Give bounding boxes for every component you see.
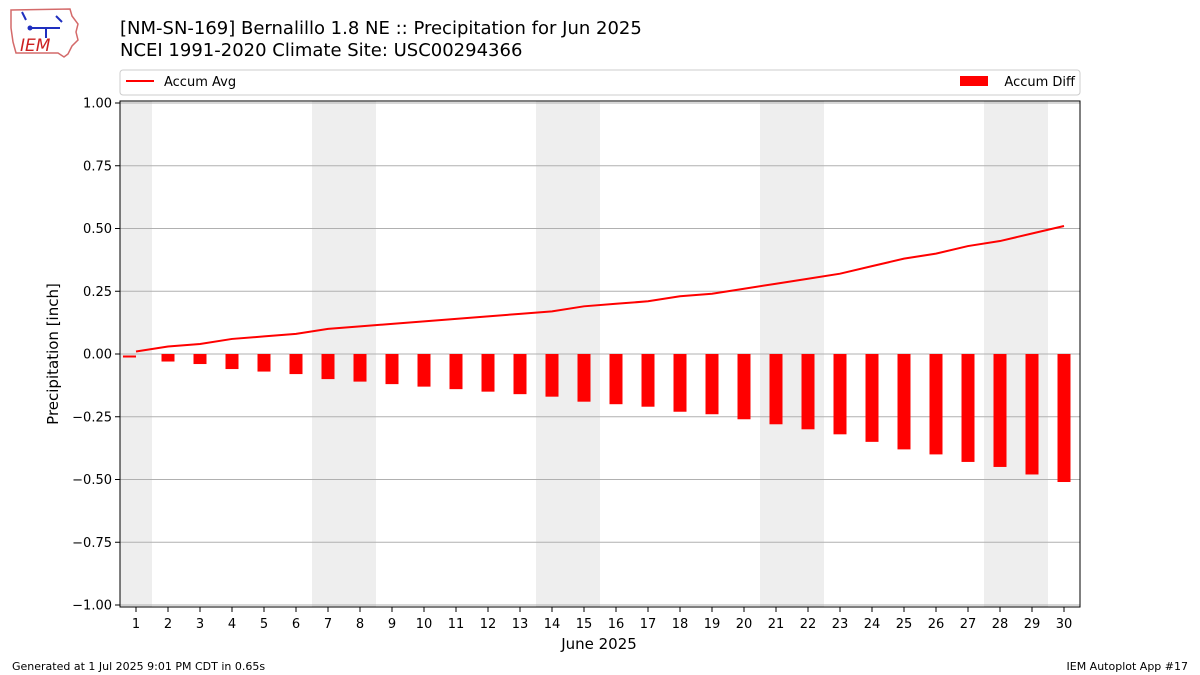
diff-bar [609, 354, 623, 405]
station-dot-icon [27, 25, 33, 31]
diff-bar [225, 354, 239, 370]
y-axis: 1.00 0.75 0.50 0.25 0.00 −0.25 −0.50 −0.75 −1.00 [72, 97, 120, 614]
diff-bar [865, 354, 879, 442]
x-tick-label: 2 [164, 617, 172, 632]
x-tick-label: 15 [576, 617, 593, 632]
x-tick-label: 13 [512, 617, 529, 632]
logo-text: IEM [20, 36, 51, 56]
grid-lines [120, 102, 1080, 606]
diff-bar [481, 354, 495, 392]
x-tick-label: 1 [132, 617, 140, 632]
x-tick-label: 6 [292, 617, 300, 632]
diff-bar [577, 354, 591, 402]
diff-bar [449, 354, 463, 390]
legend-box [119, 69, 1081, 96]
x-tick-label: 23 [832, 617, 849, 632]
x-tick-label: 11 [448, 617, 465, 632]
x-axis-label: June 2025 [560, 635, 637, 653]
legend-label-diff: Accum Diff [1004, 75, 1076, 90]
x-tick-label: 4 [228, 617, 236, 632]
x-tick-label: 12 [480, 617, 497, 632]
diff-bar [769, 354, 783, 425]
diff-bars [161, 354, 1071, 483]
diff-bar [737, 354, 751, 420]
diff-bar [929, 354, 943, 455]
diff-bar [513, 354, 527, 395]
x-tick-label: 16 [608, 617, 625, 632]
y-tick-label: 1.00 [83, 97, 112, 112]
x-tick-label: 7 [324, 617, 332, 632]
diff-bar [289, 354, 303, 375]
diff-bar [1025, 354, 1039, 475]
diff-bar [641, 354, 655, 407]
x-tick-label: 17 [640, 617, 657, 632]
accum-avg-line [135, 225, 1065, 353]
diff-bar [545, 354, 559, 397]
y-tick-label: −0.75 [72, 536, 112, 551]
x-tick-label: 8 [356, 617, 364, 632]
x-tick-label: 25 [896, 617, 913, 632]
x-tick-label: 24 [864, 617, 881, 632]
x-tick-label: 26 [928, 617, 945, 632]
x-tick-label: 10 [416, 617, 433, 632]
x-tick-label: 5 [260, 617, 268, 632]
diff-bar [161, 354, 175, 362]
chart-title: [NM-SN-169] Bernalillo 1.8 NE :: Precipi… [120, 18, 642, 39]
x-tick-label: 20 [736, 617, 753, 632]
x-tick-label: 9 [388, 617, 396, 632]
diff-bar [801, 354, 815, 430]
generated-timestamp: Generated at 1 Jul 2025 9:01 PM CDT in 0… [12, 660, 266, 673]
x-tick-label: 21 [768, 617, 785, 632]
diff-bar [1057, 354, 1071, 483]
x-tick-label: 28 [992, 617, 1009, 632]
x-tick-label: 19 [704, 617, 721, 632]
y-tick-label: 0.50 [83, 222, 112, 237]
iem-logo: IEM [10, 8, 79, 58]
diff-bar [417, 354, 431, 387]
y-axis-label: Precipitation [inch] [44, 283, 62, 425]
diff-bar [257, 354, 271, 372]
diff-bar [961, 354, 975, 462]
y-tick-label: −1.00 [72, 599, 112, 614]
chart-subtitle: NCEI 1991-2020 Climate Site: USC00294366 [120, 40, 523, 61]
y-tick-label: 0.75 [83, 159, 112, 174]
diff-bar [673, 354, 687, 412]
diff-bar [353, 354, 367, 382]
weather-station-icon [21, 11, 63, 38]
diff-bar [193, 354, 207, 365]
x-tick-label: 29 [1024, 617, 1041, 632]
y-tick-label: −0.25 [72, 410, 112, 425]
diff-bar [705, 354, 719, 415]
legend: Accum Avg Accum Diff [119, 69, 1081, 96]
legend-bar-swatch [960, 76, 988, 86]
diff-bar [321, 354, 335, 380]
diff-bar [993, 354, 1007, 467]
diff-bar [385, 354, 399, 385]
x-axis: 1 2 3 4 5 6 7 8 9 10 11 12 13 14 15 16 17 18 19 20 21 22 23 24 2… [132, 607, 1072, 632]
x-tick-label: 30 [1056, 617, 1073, 632]
y-tick-label: 0.25 [83, 285, 112, 300]
x-tick-label: 22 [800, 617, 817, 632]
x-tick-label: 18 [672, 617, 689, 632]
y-tick-label: −0.50 [72, 473, 112, 488]
diff-bar [833, 354, 847, 435]
x-tick-label: 3 [196, 617, 204, 632]
legend-label-avg: Accum Avg [164, 75, 236, 90]
x-tick-label: 27 [960, 617, 977, 632]
app-id: IEM Autoplot App #17 [1066, 660, 1189, 673]
diff-bar [897, 354, 911, 450]
x-tick-label: 14 [544, 617, 561, 632]
y-tick-label: 0.00 [83, 348, 112, 363]
